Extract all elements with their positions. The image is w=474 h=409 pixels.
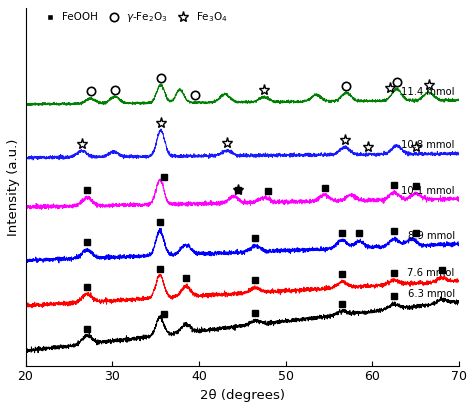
Text: 10.8 mmol: 10.8 mmol (401, 140, 455, 151)
X-axis label: 2θ (degrees): 2θ (degrees) (200, 389, 285, 402)
Text: 7.6 mmol: 7.6 mmol (408, 267, 455, 278)
Text: 6.3 mmol: 6.3 mmol (408, 289, 455, 299)
Text: 10.1 mmol: 10.1 mmol (401, 186, 455, 196)
Y-axis label: Intensity (a.u.): Intensity (a.u.) (7, 138, 20, 236)
Legend: FeOOH, $\gamma$-Fe$_2$O$_3$, Fe$_3$O$_4$: FeOOH, $\gamma$-Fe$_2$O$_3$, Fe$_3$O$_4$ (35, 6, 232, 28)
Text: 8.9 mmol: 8.9 mmol (408, 231, 455, 240)
Text: 11.4 mmol: 11.4 mmol (401, 87, 455, 97)
